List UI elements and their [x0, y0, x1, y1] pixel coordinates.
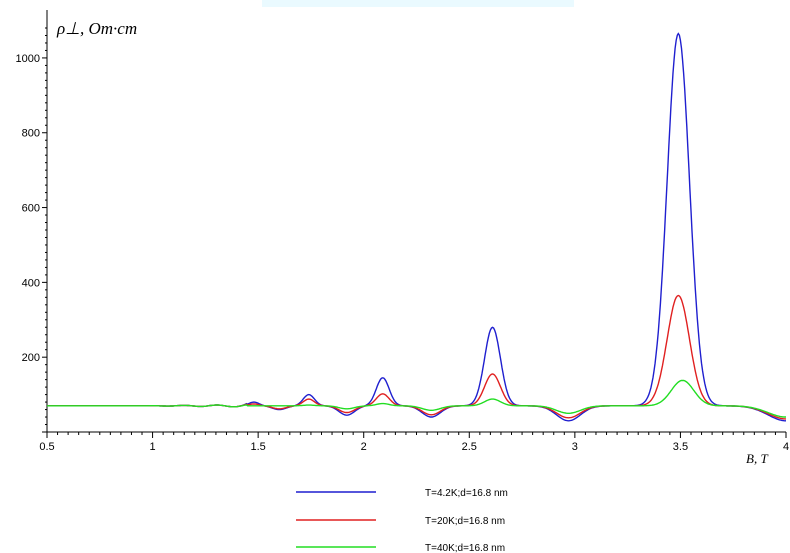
top-highlight-strip	[262, 0, 574, 7]
series-line-1	[47, 32, 786, 422]
series-line-3	[47, 379, 786, 418]
y-tick-label: 400	[22, 277, 40, 289]
y-tick-label: 1000	[16, 53, 40, 65]
x-tick-label: 2.5	[462, 441, 477, 453]
series-line-2	[47, 294, 786, 420]
legend-label-3: T=40K;d=16.8 nm	[425, 543, 505, 553]
x-tick-label: 1	[150, 441, 156, 453]
x-axis-title: B, T	[746, 451, 768, 466]
x-tick-label: 3	[572, 441, 578, 453]
y-axis-title: ρ⊥, Om·cm	[56, 19, 137, 38]
legend-label-2: T=20K;d=16.8 nm	[425, 516, 505, 527]
x-tick-label: 1.5	[250, 441, 265, 453]
y-tick-label: 600	[22, 203, 40, 215]
x-tick-label: 4	[783, 441, 789, 453]
x-tick-label: 3.5	[673, 441, 688, 453]
legend-label-1: T=4.2K;d=16.8 nm	[425, 488, 508, 499]
y-tick-label: 800	[22, 128, 40, 140]
x-tick-label: 0.5	[39, 441, 54, 453]
y-tick-label: 200	[22, 352, 40, 364]
x-tick-label: 2	[361, 441, 367, 453]
